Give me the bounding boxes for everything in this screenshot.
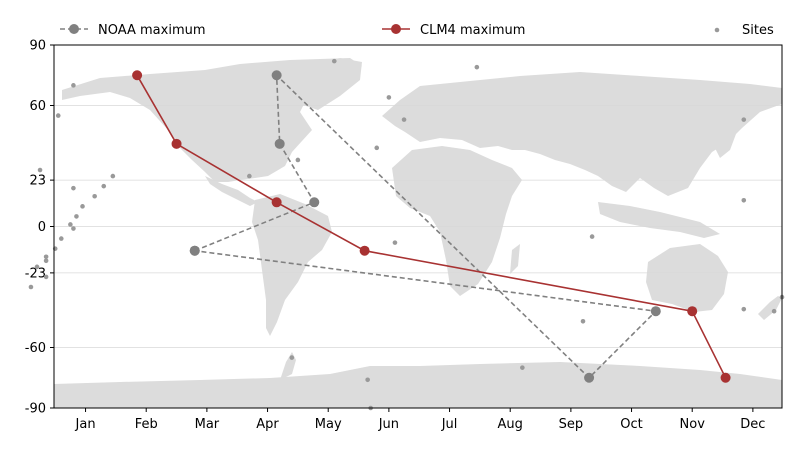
- land-africa: [392, 146, 522, 296]
- clm4-point: [171, 138, 182, 149]
- clm4-point: [271, 197, 282, 208]
- legend-noaa: NOAA maximum: [60, 23, 206, 38]
- sites-series: [28, 58, 785, 411]
- site-point: [401, 117, 407, 122]
- noaa-point: [309, 197, 320, 208]
- site-point: [741, 117, 747, 122]
- plot-area: 90 60 23 0 -23 -60 -90 Jan Feb Mar Apr May Jun Jul Au…: [25, 39, 785, 432]
- x-tick-label: Jan: [75, 417, 96, 432]
- x-tick-label: Dec: [740, 417, 765, 432]
- gridlines: [54, 105, 782, 348]
- clm4-line: [136, 74, 727, 379]
- noaa-series: [189, 70, 661, 383]
- x-tick-label: Nov: [680, 417, 706, 432]
- site-point: [58, 236, 64, 241]
- site-point: [92, 193, 97, 199]
- land-greenland: [288, 58, 362, 110]
- clm4-point: [359, 245, 370, 256]
- site-point: [71, 83, 76, 88]
- site-point: [43, 274, 49, 280]
- site-point: [34, 264, 40, 270]
- site-point: [365, 377, 370, 383]
- land-eurasia: [382, 72, 782, 196]
- site-point: [80, 204, 85, 209]
- y-axis: 90 60 23 0 -23 -60 -90: [25, 39, 54, 417]
- land-madagascar: [510, 244, 520, 274]
- land-south-america: [252, 194, 332, 336]
- land-central-america: [205, 176, 258, 206]
- y-tick-label: 23: [29, 174, 46, 189]
- y-tick-label: 0: [38, 220, 46, 235]
- noaa-point: [584, 372, 595, 383]
- site-point: [101, 183, 107, 189]
- clm4-point: [687, 306, 698, 317]
- site-point: [295, 157, 301, 163]
- site-point: [741, 306, 747, 312]
- land-australia: [646, 244, 728, 312]
- site-point: [392, 240, 398, 245]
- clm4-series: [132, 70, 731, 383]
- land-antarctica: [54, 362, 782, 408]
- land-north-america: [62, 58, 362, 182]
- x-tick-label: Jun: [378, 417, 399, 432]
- site-point: [110, 173, 116, 179]
- y-tick-label: -23: [25, 266, 46, 281]
- x-axis: Jan Feb Mar Apr May Jun Jul Aug Sep Oct Nov Dec: [75, 408, 765, 432]
- site-point: [43, 254, 49, 260]
- y-tick-label: 60: [29, 99, 46, 114]
- clm4-point: [720, 372, 731, 383]
- site-point: [741, 197, 747, 203]
- site-point: [28, 284, 34, 290]
- noaa-point: [274, 138, 285, 149]
- site-point: [55, 113, 61, 118]
- x-tick-label: May: [315, 417, 342, 432]
- site-point: [580, 318, 586, 324]
- site-point: [771, 308, 777, 314]
- site-point: [68, 222, 73, 227]
- land-indonesia: [598, 202, 720, 238]
- x-tick-label: Aug: [498, 417, 523, 432]
- noaa-point: [189, 245, 200, 256]
- legend-clm4-label: CLM4 maximum: [420, 23, 525, 38]
- noaa-point: [650, 306, 661, 317]
- site-point: [289, 355, 295, 360]
- legend-sites: Sites: [714, 23, 774, 38]
- site-point: [331, 58, 337, 64]
- site-point: [520, 365, 525, 370]
- site-point: [247, 173, 252, 179]
- site-point: [43, 258, 49, 264]
- x-tick-label: Oct: [620, 417, 642, 432]
- legend: NOAA maximum CLM4 maximum Sites: [60, 23, 774, 38]
- legend-sites-label: Sites: [742, 23, 774, 38]
- x-tick-label: Jul: [441, 417, 458, 432]
- y-tick-label: 90: [29, 39, 46, 54]
- site-point: [74, 214, 79, 219]
- land-masses: [54, 58, 782, 408]
- clm4-point: [132, 70, 143, 81]
- legend-noaa-label: NOAA maximum: [98, 23, 206, 38]
- site-point: [71, 226, 76, 231]
- legend-clm4: CLM4 maximum: [382, 23, 525, 38]
- site-point: [474, 64, 480, 70]
- site-point: [386, 95, 392, 100]
- x-tick-label: Mar: [195, 417, 220, 432]
- site-point: [589, 234, 595, 239]
- site-point: [374, 145, 380, 151]
- site-point: [37, 167, 43, 173]
- x-tick-label: Feb: [135, 417, 158, 432]
- land-japan: [714, 122, 736, 158]
- x-tick-label: Apr: [256, 417, 279, 432]
- noaa-point: [271, 70, 282, 81]
- y-tick-label: -90: [25, 402, 46, 417]
- site-point: [71, 185, 76, 191]
- y-tick-label: -60: [25, 341, 46, 356]
- x-tick-label: Sep: [559, 417, 584, 432]
- plot-frame: [53, 44, 783, 409]
- land-new-zealand: [758, 296, 782, 320]
